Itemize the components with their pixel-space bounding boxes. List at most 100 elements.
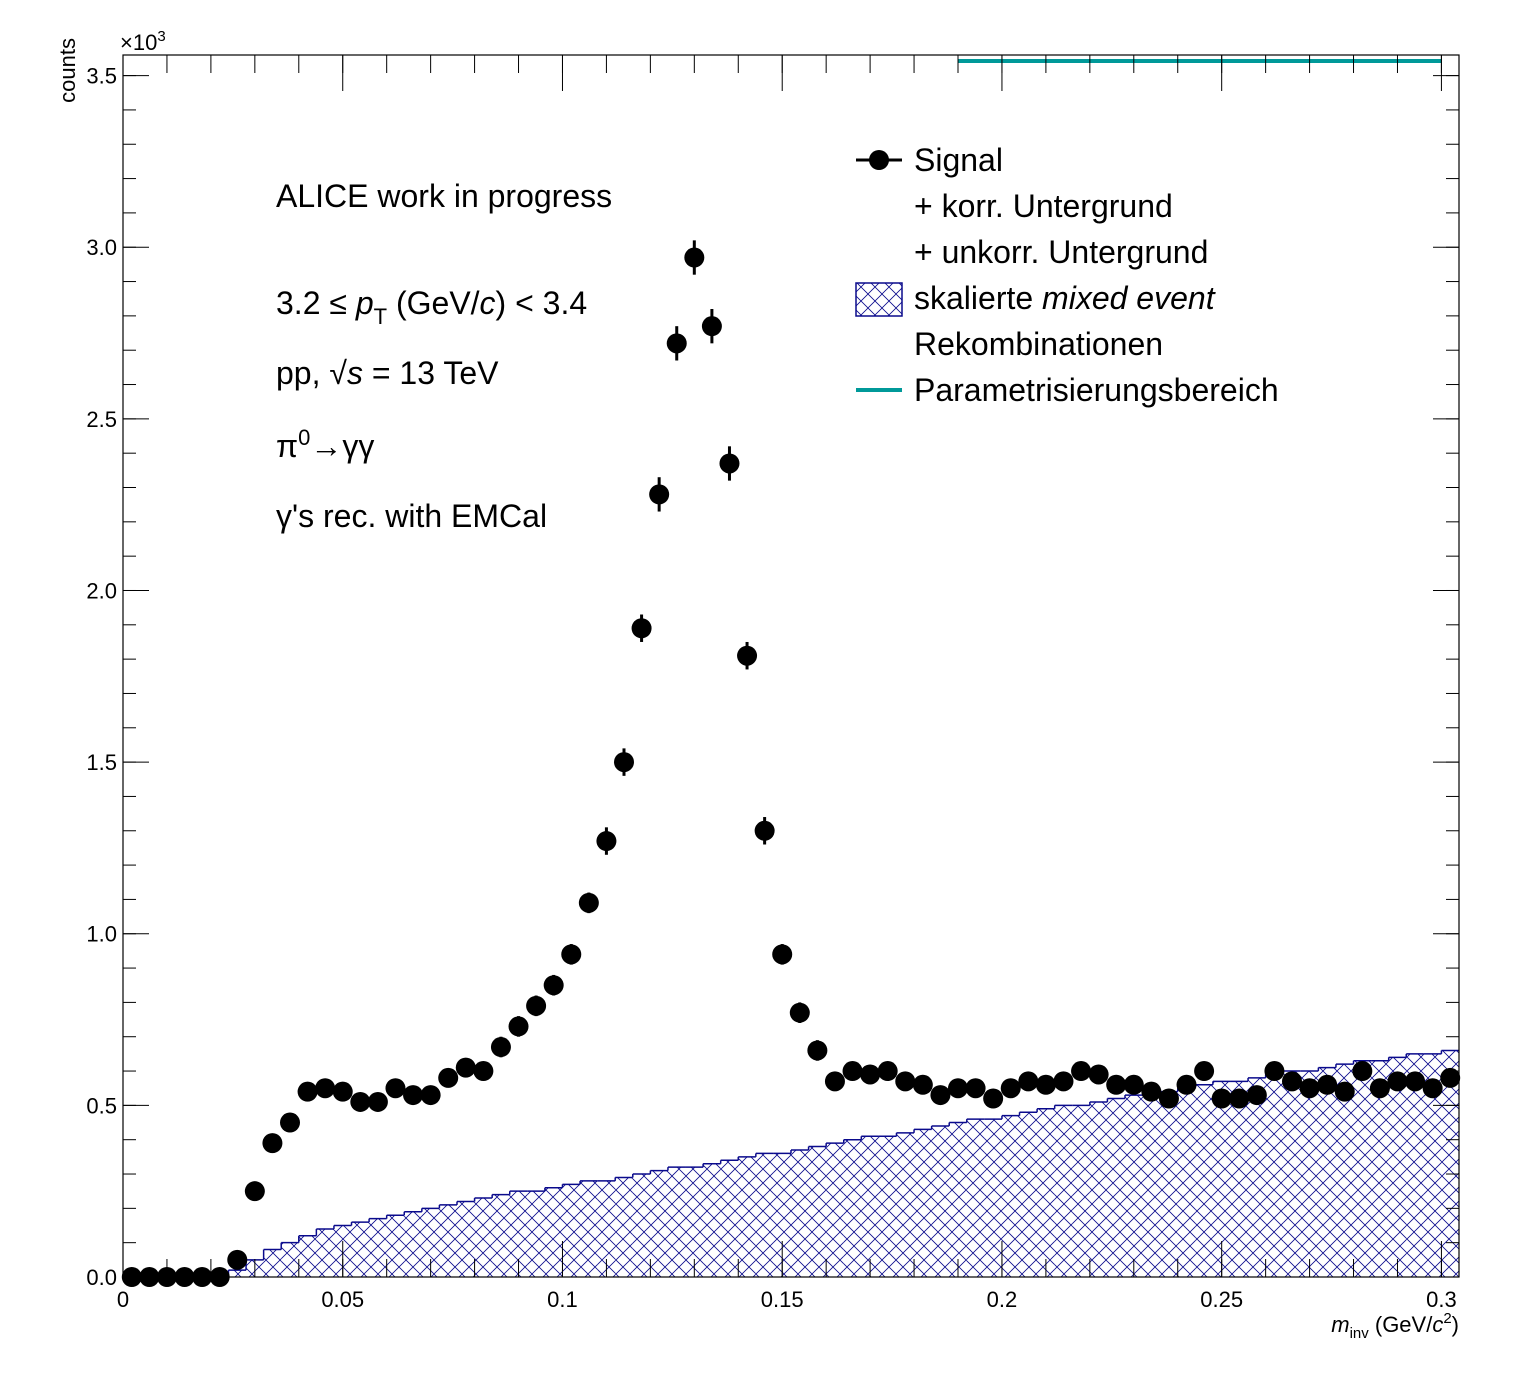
data-point — [754, 820, 775, 841]
legend-marker — [869, 150, 889, 170]
annotation: 3.2 ≤ pT (GeV/c) < 3.4 — [276, 285, 587, 329]
x-tick-label: 0.05 — [321, 1287, 364, 1312]
data-point — [1387, 1071, 1408, 1092]
annotation-part: →γγ — [310, 428, 374, 464]
data-point — [1194, 1061, 1215, 1082]
annotation-part: (GeV/ — [387, 285, 480, 321]
x-tick-label: 0.25 — [1200, 1287, 1243, 1312]
legend-label: Parametrisierungsbereich — [914, 372, 1279, 408]
hist-bin — [263, 1249, 282, 1277]
y-tick-label: 2.5 — [86, 407, 117, 432]
data-point — [1158, 1088, 1179, 1109]
data-point — [737, 645, 758, 666]
hist-bin — [826, 1143, 844, 1277]
data-point — [772, 944, 793, 965]
hist-bin — [931, 1125, 950, 1277]
hist-bin — [509, 1191, 528, 1277]
data-point — [1405, 1071, 1426, 1092]
data-point — [473, 1061, 494, 1082]
hist-bin — [1371, 1060, 1389, 1277]
hist-bin — [808, 1146, 827, 1277]
hist-bin — [685, 1167, 704, 1277]
annotation: pp, √s = 13 TeV — [276, 355, 499, 391]
hist-bin — [527, 1191, 545, 1277]
data-point — [526, 995, 547, 1016]
data-point — [649, 484, 670, 505]
hist-bin — [861, 1136, 879, 1277]
hist-bin — [281, 1242, 299, 1277]
y-tick-label: 1.5 — [86, 750, 117, 775]
data-point — [1369, 1078, 1390, 1099]
data-point — [420, 1085, 441, 1106]
hist-bin — [597, 1180, 616, 1277]
x-tick-label: 0.15 — [761, 1287, 804, 1312]
data-point — [684, 247, 705, 268]
data-point — [948, 1078, 968, 1099]
legend-label: + unkorr. Untergrund — [914, 234, 1208, 270]
data-point — [983, 1088, 1004, 1109]
data-point — [438, 1067, 459, 1088]
hist-bin — [228, 1270, 247, 1277]
data-point — [561, 944, 582, 965]
hist-bin — [1423, 1053, 1442, 1277]
x-tick-label: 0.3 — [1426, 1287, 1457, 1312]
legend: Signal + korr. Untergrund + unkorr. Unte… — [855, 142, 1279, 408]
annotation-part: √ — [329, 355, 347, 391]
data-point — [367, 1091, 388, 1112]
data-point — [895, 1071, 916, 1092]
hist-bin — [949, 1122, 967, 1277]
data-point — [332, 1081, 353, 1102]
hist-bin — [1300, 1071, 1319, 1277]
plot-area — [121, 59, 1461, 1287]
hist-bin — [1089, 1101, 1108, 1277]
data-point — [315, 1078, 336, 1099]
data-point — [244, 1181, 265, 1202]
y-tick-label: 0.5 — [86, 1093, 117, 1118]
annotation: γ's rec. with EMCal — [276, 498, 547, 534]
annotation-part: 3.2 ≤ — [276, 285, 356, 321]
data-point — [1141, 1081, 1162, 1102]
annotation-part: π — [276, 428, 298, 464]
hist-bin — [562, 1184, 581, 1277]
data-point — [719, 453, 740, 474]
data-point — [1071, 1061, 1092, 1082]
hist-bin — [1019, 1112, 1038, 1277]
hist-bin — [650, 1170, 668, 1277]
data-point — [789, 1002, 810, 1023]
data-point — [1299, 1078, 1320, 1099]
y-tick-label: 1.0 — [86, 922, 117, 947]
data-point — [877, 1061, 898, 1082]
y-tick-label: 3.5 — [86, 64, 117, 89]
hist-bin — [298, 1235, 317, 1277]
hist-bin — [1001, 1115, 1020, 1277]
data-point — [1053, 1071, 1074, 1092]
annotation: ALICE work in progress — [276, 178, 612, 214]
annotation: π0→γγ — [276, 425, 374, 464]
hist-bin — [896, 1132, 915, 1277]
hist-bin — [1037, 1108, 1055, 1277]
data-point — [965, 1078, 986, 1099]
data-point — [614, 752, 634, 773]
hist-bin — [720, 1160, 739, 1277]
x-tick-label: 0 — [117, 1287, 129, 1312]
data-point — [350, 1091, 371, 1112]
hist-bin — [1265, 1074, 1284, 1277]
y-tick-label: 0.0 — [86, 1265, 117, 1290]
hist-bin — [843, 1139, 862, 1277]
data-point — [578, 892, 599, 913]
x-label-part: ) — [1452, 1312, 1459, 1337]
data-point — [508, 1016, 529, 1037]
frame — [122, 54, 1460, 1278]
hist-bin — [1125, 1095, 1143, 1277]
hist-bin — [421, 1208, 440, 1277]
annotation-part: = 13 TeV — [363, 355, 499, 391]
data-point — [1282, 1071, 1302, 1092]
data-point — [262, 1133, 283, 1154]
annotation-part: pp, — [276, 355, 329, 391]
hist-bin — [544, 1187, 563, 1277]
data-point — [1123, 1074, 1144, 1095]
hist-bin — [1388, 1057, 1407, 1277]
hist-bin — [703, 1163, 721, 1277]
data-point — [860, 1064, 881, 1085]
x-tick-label: 0.1 — [547, 1287, 578, 1312]
